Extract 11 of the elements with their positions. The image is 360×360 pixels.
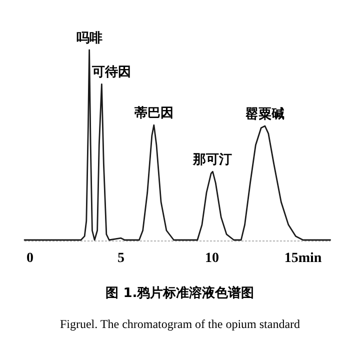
annotation: 蒂巴因	[133, 105, 174, 122]
annotation: 吗啡	[76, 31, 102, 46]
x-tick-label: 0	[26, 251, 34, 266]
annotation: 那可汀	[192, 152, 232, 168]
caption: 图 1.鸦片标准溶液色谱图	[106, 285, 254, 301]
x-tick-label: 10	[204, 251, 219, 266]
x-tick-label: 5	[117, 251, 124, 266]
text: Figruel. The chromatogram of the opium standard	[60, 317, 300, 331]
annotation: 罂粟碱	[245, 107, 284, 122]
annotation: 可待因	[91, 65, 132, 80]
x-tick-label: 15min	[284, 251, 322, 266]
